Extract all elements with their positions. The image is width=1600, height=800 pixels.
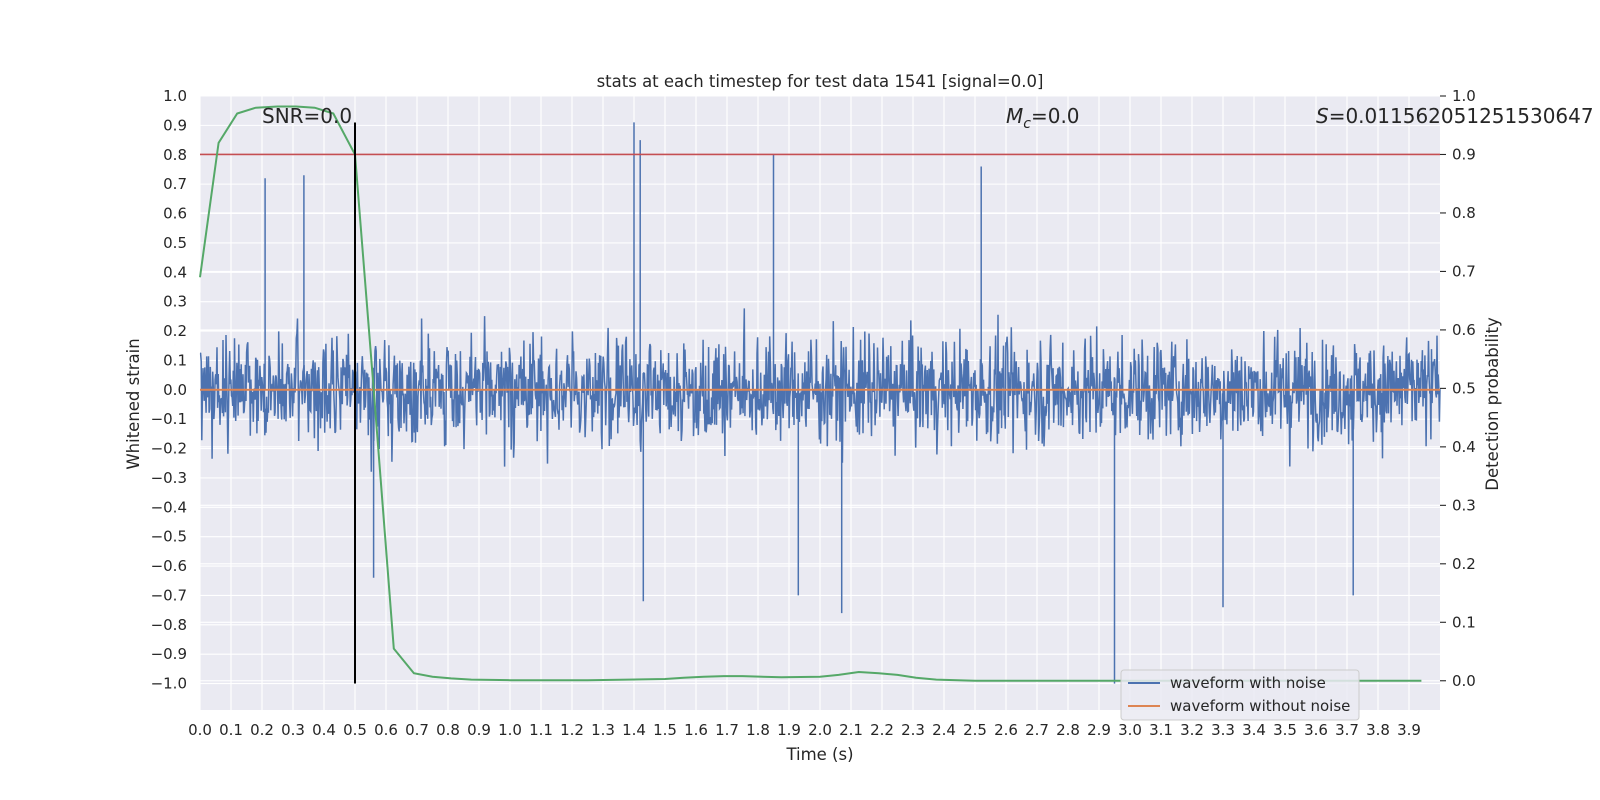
legend-label-waveform-without-noise: waveform without noise <box>1170 697 1350 715</box>
s-annotation: S=0.011562051251530647 <box>1316 104 1594 128</box>
x-tick-label: 0.5 <box>343 721 367 739</box>
x-tick-label: 3.6 <box>1304 721 1328 739</box>
s-value: =0.011562051251530647 <box>1329 104 1594 128</box>
snr-annotation: SNR=0.0 <box>262 104 352 128</box>
y2-axis-ticks: 1.0 0.9 0.8 0.7 0.6 0.5 0.4 0.3 0.2 0.1 0.0 <box>1440 87 1476 690</box>
y-tick-label: −0.3 <box>151 469 187 487</box>
x-tick-label: 3.5 <box>1273 721 1297 739</box>
x-axis-label: Time (s) <box>785 745 853 764</box>
chirp-mass-symbol: M <box>1006 104 1023 128</box>
y-axis-ticks: 1.0 0.9 0.8 0.7 0.6 0.5 0.4 0.3 0.2 0.1 0.0 −0.1 −0.… <box>151 87 187 693</box>
y-tick-label: 0.5 <box>163 234 187 252</box>
x-tick-label: 1.4 <box>622 721 646 739</box>
legend-box <box>1120 669 1360 721</box>
y-tick-label: 0.6 <box>163 205 187 223</box>
y-tick-label: 0.1 <box>163 351 187 369</box>
y-tick-label: 0.9 <box>163 116 187 134</box>
y2-tick-label: 0.6 <box>1452 321 1476 339</box>
x-tick-label: 2.7 <box>1025 721 1049 739</box>
x-tick-label: 3.8 <box>1366 721 1390 739</box>
x-tick-label: 2.5 <box>963 721 987 739</box>
x-tick-label: 3.9 <box>1397 721 1421 739</box>
y2-tick-label: 0.8 <box>1452 204 1476 222</box>
y-tick-label: −0.8 <box>151 616 187 634</box>
x-tick-label: 3.2 <box>1180 721 1204 739</box>
y2-axis-label: Detection probability <box>1483 317 1502 491</box>
x-tick-label: 1.3 <box>591 721 615 739</box>
y-tick-label: −0.5 <box>151 528 187 546</box>
y2-tick-label: 0.4 <box>1452 438 1476 456</box>
x-tick-label: 2.9 <box>1087 721 1111 739</box>
chirp-mass-value: =0.0 <box>1031 104 1080 128</box>
y-tick-label: 0.7 <box>163 175 187 193</box>
waveform-with-noise-line <box>199 308 1441 472</box>
x-axis-ticks: 0.0 0.1 0.2 0.3 0.4 0.5 0.6 0.7 0.8 0.9 1.0 1.1 1.2 1… <box>188 721 1421 739</box>
y-tick-label: 0.3 <box>163 293 187 311</box>
x-tick-label: 3.4 <box>1242 721 1266 739</box>
x-tick-label: 0.2 <box>250 721 274 739</box>
x-tick-label: 2.4 <box>932 721 956 739</box>
y-tick-label: −0.9 <box>151 645 187 663</box>
y-tick-label: −0.4 <box>151 498 187 516</box>
x-tick-label: 0.9 <box>467 721 491 739</box>
y2-tick-label: 0.0 <box>1452 672 1476 690</box>
waveform-with-noise-peaks <box>264 122 1354 684</box>
x-tick-label: 1.1 <box>529 721 553 739</box>
chart-title: stats at each timestep for test data 154… <box>597 72 1044 91</box>
chirp-mass-subscript: c <box>1023 116 1031 132</box>
chirp-mass-annotation: Mc=0.0 <box>1006 104 1080 132</box>
y2-tick-label: 0.3 <box>1452 496 1476 514</box>
y-tick-label: 0.8 <box>163 146 187 164</box>
x-tick-label: 1.7 <box>715 721 739 739</box>
x-tick-label: 3.0 <box>1118 721 1142 739</box>
x-tick-label: 2.0 <box>808 721 832 739</box>
x-tick-label: 0.7 <box>405 721 429 739</box>
x-tick-label: 0.8 <box>436 721 460 739</box>
y-tick-label: −0.6 <box>151 557 187 575</box>
s-symbol: S <box>1316 104 1329 128</box>
x-tick-label: 0.6 <box>374 721 398 739</box>
y-tick-label: 0.0 <box>163 381 187 399</box>
y-tick-label: −0.7 <box>151 586 187 604</box>
y-tick-label: 0.2 <box>163 322 187 340</box>
x-tick-label: 1.2 <box>560 721 584 739</box>
x-tick-label: 3.3 <box>1211 721 1235 739</box>
x-tick-label: 1.5 <box>653 721 677 739</box>
y2-tick-label: 0.7 <box>1452 262 1476 280</box>
y2-tick-label: 1.0 <box>1452 87 1476 105</box>
x-tick-label: 2.3 <box>901 721 925 739</box>
x-tick-label: 2.8 <box>1056 721 1080 739</box>
legend: waveform with noise waveform without noi… <box>1120 669 1360 721</box>
y2-tick-label: 0.2 <box>1452 555 1476 573</box>
x-tick-label: 2.6 <box>994 721 1018 739</box>
x-tick-label: 0.4 <box>312 721 336 739</box>
y2-tick-label: 0.1 <box>1452 613 1476 631</box>
y-tick-label: −0.1 <box>151 410 187 428</box>
x-tick-label: 0.1 <box>219 721 243 739</box>
x-tick-label: 2.1 <box>839 721 863 739</box>
y-tick-label: 0.4 <box>163 263 187 281</box>
x-tick-label: 3.7 <box>1335 721 1359 739</box>
detection-probability-line <box>199 105 1422 682</box>
series-layer <box>199 105 1441 684</box>
y-tick-label: −0.2 <box>151 440 187 458</box>
legend-label-waveform-with-noise: waveform with noise <box>1170 674 1326 692</box>
x-tick-label: 2.2 <box>870 721 894 739</box>
x-tick-label: 0.3 <box>281 721 305 739</box>
y-tick-label: −1.0 <box>151 675 187 693</box>
x-tick-label: 1.0 <box>498 721 522 739</box>
y-tick-label: 1.0 <box>163 87 187 105</box>
x-tick-label: 0.0 <box>188 721 212 739</box>
grid <box>199 95 1440 710</box>
y2-tick-label: 0.9 <box>1452 145 1476 163</box>
y2-tick-label: 0.5 <box>1452 379 1476 397</box>
x-tick-label: 1.9 <box>777 721 801 739</box>
x-tick-label: 3.1 <box>1149 721 1173 739</box>
x-tick-label: 1.6 <box>684 721 708 739</box>
x-tick-label: 1.8 <box>746 721 770 739</box>
y-axis-label: Whitened strain <box>124 338 143 469</box>
